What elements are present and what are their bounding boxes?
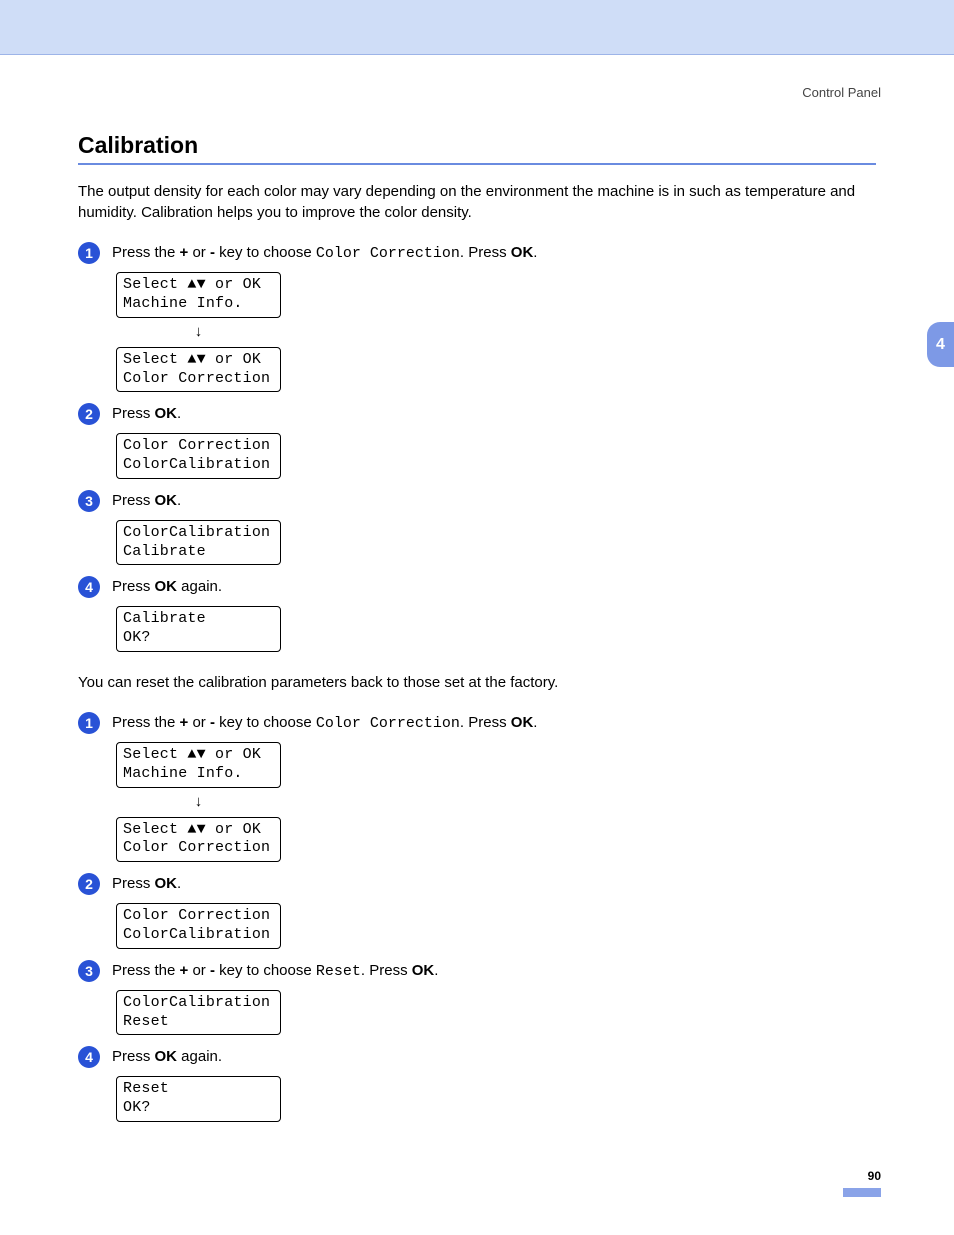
t: Color Correction — [316, 245, 460, 262]
t: . — [533, 244, 537, 261]
t: Press — [112, 1048, 155, 1065]
t: again. — [177, 578, 222, 595]
t: or — [188, 714, 210, 731]
step-text: Press OK again. — [112, 575, 876, 597]
page-title: Calibration — [78, 132, 876, 165]
t: or — [188, 244, 210, 261]
t: OK — [155, 405, 178, 422]
lcd-display: Color Correction ColorCalibration — [116, 903, 281, 949]
t: . Press — [361, 962, 412, 979]
bullet-icon: 1 — [78, 242, 100, 264]
t: OK — [511, 244, 534, 261]
down-arrow-icon: ↓ — [116, 322, 281, 341]
t: key to choose — [215, 714, 316, 731]
t: . Press — [460, 714, 511, 731]
lcd-display: Reset OK? — [116, 1076, 281, 1122]
page-accent — [843, 1188, 881, 1197]
breadcrumb: Control Panel — [0, 55, 954, 100]
t: + — [180, 244, 189, 261]
t: key to choose — [215, 962, 316, 979]
t: + — [180, 962, 189, 979]
t: Press the — [112, 714, 180, 731]
lcd-display: Select ▲▼ or OK Machine Info. — [116, 742, 281, 788]
step-text: Press the + or - key to choose Color Cor… — [112, 241, 876, 264]
bullet-icon: 4 — [78, 1046, 100, 1068]
reset-step-4: 4 Press OK again. — [78, 1045, 876, 1068]
t: OK — [155, 492, 178, 509]
lcd-display: ColorCalibration Reset — [116, 990, 281, 1036]
step-text: Press OK. — [112, 872, 876, 894]
page-number: 90 — [868, 1169, 881, 1183]
bullet-icon: 3 — [78, 490, 100, 512]
step-text: Press OK. — [112, 489, 876, 511]
bullet-icon: 2 — [78, 873, 100, 895]
lcd-display: Color Correction ColorCalibration — [116, 433, 281, 479]
t: OK — [412, 962, 435, 979]
t: + — [180, 714, 189, 731]
bullet-icon: 3 — [78, 960, 100, 982]
lcd-display: Select ▲▼ or OK Color Correction — [116, 347, 281, 393]
step-text: Press the + or - key to choose Color Cor… — [112, 711, 876, 734]
t: Press — [112, 405, 155, 422]
t: . — [533, 714, 537, 731]
calibrate-step-3: 3 Press OK. — [78, 489, 876, 512]
step-text: Press OK again. — [112, 1045, 876, 1067]
chapter-tab: 4 — [927, 322, 954, 367]
intro-paragraph: The output density for each color may va… — [78, 181, 876, 223]
bullet-icon: 4 — [78, 576, 100, 598]
t: Press — [112, 578, 155, 595]
t: . Press — [460, 244, 511, 261]
down-arrow-icon: ↓ — [116, 792, 281, 811]
calibrate-step-1: 1 Press the + or - key to choose Color C… — [78, 241, 876, 264]
t: OK — [155, 1048, 178, 1065]
t: Reset — [316, 963, 361, 980]
t: Press the — [112, 244, 180, 261]
t: Press the — [112, 962, 180, 979]
calibrate-step-4: 4 Press OK again. — [78, 575, 876, 598]
lcd-display: Calibrate OK? — [116, 606, 281, 652]
calibrate-step-2: 2 Press OK. — [78, 402, 876, 425]
content-area: Calibration The output density for each … — [0, 132, 954, 1126]
t: Press — [112, 875, 155, 892]
t: Color Correction — [316, 715, 460, 732]
bullet-icon: 2 — [78, 403, 100, 425]
step-text: Press the + or - key to choose Reset. Pr… — [112, 959, 876, 982]
reset-step-1: 1 Press the + or - key to choose Color C… — [78, 711, 876, 734]
reset-step-2: 2 Press OK. — [78, 872, 876, 895]
top-band — [0, 0, 954, 55]
t: OK — [155, 875, 178, 892]
t: Press — [112, 492, 155, 509]
step-text: Press OK. — [112, 402, 876, 424]
t: . — [177, 492, 181, 509]
t: key to choose — [215, 244, 316, 261]
lcd-display: ColorCalibration Calibrate — [116, 520, 281, 566]
reset-step-3: 3 Press the + or - key to choose Reset. … — [78, 959, 876, 982]
reset-note: You can reset the calibration parameters… — [78, 672, 876, 693]
lcd-display: Select ▲▼ or OK Color Correction — [116, 817, 281, 863]
t: OK — [511, 714, 534, 731]
t: . — [177, 405, 181, 422]
t: again. — [177, 1048, 222, 1065]
t: . — [177, 875, 181, 892]
t: . — [434, 962, 438, 979]
bullet-icon: 1 — [78, 712, 100, 734]
t: OK — [155, 578, 178, 595]
t: or — [188, 962, 210, 979]
lcd-display: Select ▲▼ or OK Machine Info. — [116, 272, 281, 318]
